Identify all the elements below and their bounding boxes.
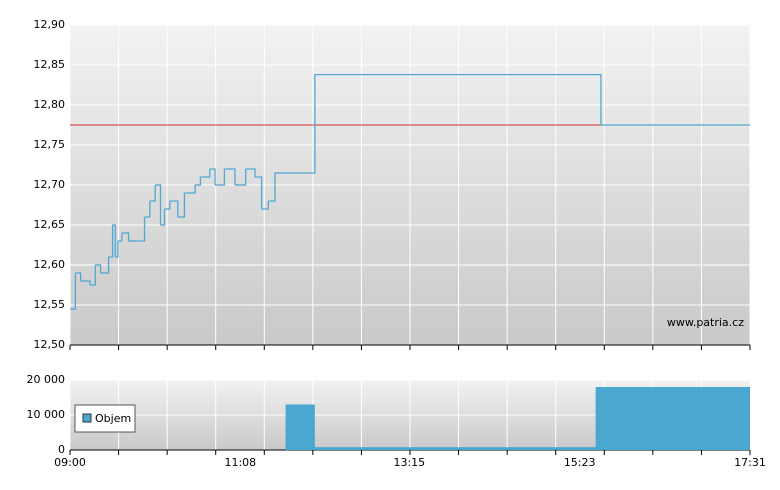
price-step [285, 74, 316, 174]
x-tick-label: 09:00 [54, 456, 86, 469]
price-step [169, 200, 179, 217]
price-step [80, 280, 91, 285]
price-step [184, 185, 196, 194]
price-step [235, 169, 247, 186]
price-step [164, 201, 171, 210]
price-step [144, 201, 151, 218]
volume-bar [285, 404, 315, 450]
price-step [95, 264, 102, 273]
price-step [160, 209, 166, 226]
price-step [209, 168, 216, 185]
price-step [75, 272, 82, 281]
watermark: www.patria.cz [667, 316, 744, 329]
y-tick-label: 10 000 [27, 408, 66, 421]
y-tick-label: 12,75 [34, 138, 66, 151]
price-step [100, 257, 110, 274]
y-tick-label: 12,60 [34, 258, 66, 271]
price-step [149, 185, 156, 202]
price-step [177, 193, 186, 218]
price-step [245, 168, 256, 177]
price-step [155, 184, 162, 225]
x-tick-label: 13:15 [393, 456, 425, 469]
y-tick-label: 12,55 [34, 298, 66, 311]
price-step [195, 177, 202, 186]
price-step [268, 173, 276, 202]
x-tick-label: 15:23 [564, 456, 596, 469]
x-tick-label: 11:08 [224, 456, 256, 469]
price-step [70, 273, 76, 310]
y-tick-label: 12,85 [34, 58, 66, 71]
price-step [200, 169, 211, 178]
legend-swatch [82, 413, 92, 423]
y-tick-label: 0 [58, 443, 65, 456]
y-tick-label: 12,50 [34, 338, 66, 351]
price-step [89, 265, 96, 286]
price-step [261, 201, 269, 210]
y-tick-label: 12,65 [34, 218, 66, 231]
price-step [224, 168, 236, 185]
price-step [314, 73, 602, 125]
volume-bar [314, 447, 596, 450]
y-tick-label: 12,70 [34, 178, 66, 191]
price-step [115, 241, 119, 258]
price-step [117, 233, 123, 242]
y-tick-label: 12,90 [34, 18, 66, 31]
volume-bar [595, 387, 750, 450]
price-step [215, 169, 226, 186]
y-tick-label: 12,80 [34, 98, 66, 111]
price-step [112, 224, 116, 257]
price-step [108, 225, 114, 258]
price-step [121, 232, 130, 241]
price-step [254, 176, 263, 209]
legend-label: Objem [95, 412, 131, 425]
y-tick-label: 20 000 [27, 373, 66, 386]
price-step [135, 217, 146, 242]
x-tick-label: 17:31 [734, 456, 766, 469]
